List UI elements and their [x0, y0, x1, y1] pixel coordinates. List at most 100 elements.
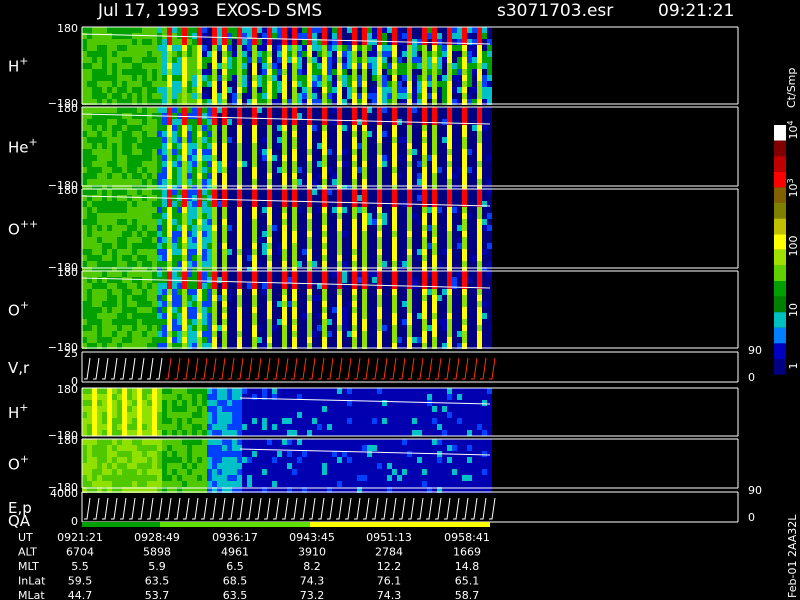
pixel [422, 113, 427, 119]
pixel [127, 75, 132, 81]
pixel [287, 207, 292, 213]
pixel [122, 261, 127, 267]
pixel [467, 319, 472, 325]
pixel [412, 131, 417, 137]
pixel [402, 185, 407, 191]
pixel [322, 301, 327, 307]
pixel [242, 271, 247, 277]
pixel [312, 237, 317, 243]
pixel [132, 301, 137, 307]
pixel [222, 331, 227, 337]
pixel [467, 119, 472, 125]
pixel [217, 277, 222, 283]
pixel [377, 195, 382, 201]
pixel [92, 143, 97, 149]
pixel [457, 237, 462, 243]
pixel [437, 283, 442, 289]
pixel [367, 225, 372, 231]
pixel [322, 337, 327, 343]
pixel [352, 249, 357, 255]
pixel [322, 63, 327, 69]
pixel [267, 331, 272, 337]
pixel [322, 213, 327, 219]
pixel [222, 289, 227, 295]
pixel [352, 113, 357, 119]
pixel [217, 301, 222, 307]
pixel [92, 119, 97, 125]
pixel [477, 119, 482, 125]
pixel [162, 189, 167, 195]
pixel [177, 143, 182, 149]
pixel [292, 137, 297, 143]
pixel [397, 189, 402, 195]
pixel [477, 283, 482, 289]
pixel [82, 113, 87, 119]
pixel [257, 63, 262, 69]
pixel [387, 63, 392, 69]
pixel [172, 424, 177, 430]
pixel [327, 81, 332, 87]
pixel [107, 289, 112, 295]
pixel [202, 207, 207, 213]
pixel [477, 195, 482, 201]
pixel [227, 179, 232, 185]
pixel [417, 93, 422, 99]
pixel [112, 394, 117, 400]
pixel [162, 301, 167, 307]
pixel [202, 412, 207, 418]
pixel [327, 39, 332, 45]
pixel [192, 301, 197, 307]
pixel [82, 75, 87, 81]
pixel [152, 219, 157, 225]
pixel [327, 319, 332, 325]
pixel [387, 255, 392, 261]
pixel [372, 277, 377, 283]
pixel [257, 113, 262, 119]
pixel [262, 39, 267, 45]
pixel [347, 107, 352, 113]
pixel [292, 201, 297, 207]
pixel [337, 418, 342, 424]
pixel [242, 125, 247, 131]
pixel [482, 185, 487, 191]
pixel [387, 125, 392, 131]
pixel [302, 271, 307, 277]
pixel [292, 255, 297, 261]
pixel [377, 201, 382, 207]
pixel [122, 107, 127, 113]
pixel [247, 237, 252, 243]
pixel [132, 99, 137, 105]
pixel [262, 185, 267, 191]
pixel [482, 81, 487, 87]
pixel [292, 343, 297, 349]
pixel [327, 412, 332, 418]
pixel [117, 81, 122, 87]
pixel [82, 277, 87, 283]
pixel [382, 161, 387, 167]
pixel [392, 33, 397, 39]
pixel [217, 189, 222, 195]
pixel [227, 137, 232, 143]
pixel [282, 207, 287, 213]
pixel [87, 27, 92, 33]
pixel [447, 39, 452, 45]
pixel [162, 213, 167, 219]
pixel [462, 237, 467, 243]
pixel [377, 51, 382, 57]
pixel [142, 249, 147, 255]
pixel [357, 412, 362, 418]
pixel [422, 195, 427, 201]
pixel [482, 57, 487, 63]
pixel [167, 400, 172, 406]
pixel [277, 331, 282, 337]
pixel [347, 87, 352, 93]
pixel [117, 179, 122, 185]
pixel [377, 343, 382, 349]
pixel [447, 51, 452, 57]
pixel [342, 325, 347, 331]
pixel [87, 337, 92, 343]
pixel [282, 27, 287, 33]
pixel [107, 201, 112, 207]
pixel [157, 143, 162, 149]
pixel [172, 388, 177, 394]
